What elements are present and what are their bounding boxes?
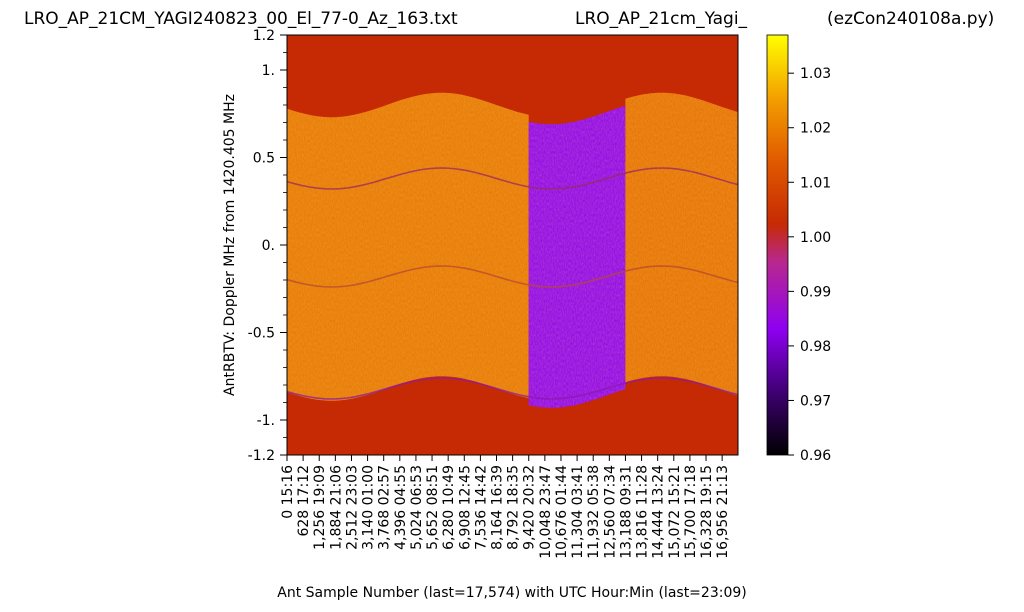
y-tick-label: 1. xyxy=(262,63,275,79)
spectral-line-trace xyxy=(287,265,738,288)
x-tick-label: 15,072 15:21 xyxy=(667,465,683,559)
y-tick-label: -1.2 xyxy=(248,448,275,464)
chart-title-right: (ezCon240108a.py) xyxy=(827,9,994,29)
x-axis: 0 15:16 628 17:12 1,256 19:09 1,884 21:06 2,… xyxy=(280,455,731,559)
spectral-line-trace xyxy=(287,167,738,190)
colorbar-tick-label: 1.01 xyxy=(800,175,831,191)
x-tick-label: 13,816 11:28 xyxy=(635,465,651,559)
x-tick-label: 16,328 19:15 xyxy=(699,465,715,559)
y-axis: 1.2 1. 0.5 0. -0.5 -1. -1.2 xyxy=(248,28,287,464)
y-tick-label: -1. xyxy=(257,413,275,429)
x-tick-label: 7,536 14:42 xyxy=(473,465,489,550)
chart-title-center: LRO_AP_21cm_Yagi_ xyxy=(575,9,748,29)
x-tick-label: 14,444 13:24 xyxy=(651,465,667,559)
x-tick-label: 5,024 06:53 xyxy=(409,465,425,550)
heatmap-texture-left-band xyxy=(287,92,529,401)
y-tick-label: 0.5 xyxy=(253,151,275,167)
x-tick-label: 16,956 21:13 xyxy=(715,465,731,559)
colorbar-axis: 1.03 1.02 1.01 1.00 0.99 0.98 0.97 0.96 xyxy=(788,66,831,464)
colorbar-tick-label: 0.98 xyxy=(800,339,831,355)
x-tick-label: 1,256 19:09 xyxy=(312,465,328,550)
y-tick-label: -0.5 xyxy=(248,326,275,342)
y-tick-label: 0. xyxy=(262,238,275,254)
y-axis-label: AntRBTV: Doppler MHz from 1420.405 MHz xyxy=(222,94,238,396)
colorbar-tick-label: 1.03 xyxy=(800,66,831,82)
x-tick-label: 11,932 05:38 xyxy=(586,465,602,559)
heatmap-texture-right-band xyxy=(625,92,738,396)
x-tick-label: 10,676 01:44 xyxy=(554,465,570,559)
colorbar-tick-label: 0.99 xyxy=(800,284,831,300)
x-axis-label: Ant Sample Number (last=17,574) with UTC… xyxy=(277,585,746,601)
x-tick-label: 13,188 09:31 xyxy=(618,465,634,559)
x-tick-label: 9,420 20:32 xyxy=(522,465,538,550)
x-tick-label: 3,768 02:57 xyxy=(377,465,393,550)
x-tick-label: 8,792 18:35 xyxy=(506,465,522,550)
chart-title-left: LRO_AP_21CM_YAGI240823_00_El_77-0_Az_163… xyxy=(24,9,458,29)
x-tick-label: 3,140 01:00 xyxy=(361,465,377,550)
plot-area xyxy=(287,35,738,455)
colorbar-tick-label: 1.00 xyxy=(800,230,831,246)
x-tick-label: 5,652 08:51 xyxy=(425,465,441,550)
heatmap-texture-low-sample-block xyxy=(528,105,626,408)
colorbar-frame xyxy=(766,34,789,456)
colorbar xyxy=(767,35,788,455)
x-tick-label: 6,908 12:45 xyxy=(457,465,473,550)
x-tick-label: 2,512 23:03 xyxy=(345,465,361,550)
y-tick-label: 1.2 xyxy=(253,28,275,44)
x-tick-label: 1,884 21:06 xyxy=(328,465,344,550)
x-tick-label: 11,304 03:41 xyxy=(570,465,586,559)
colorbar-tick-label: 0.96 xyxy=(800,448,831,464)
x-tick-label: 15,700 17:18 xyxy=(683,465,699,559)
x-tick-label: 12,560 07:34 xyxy=(602,465,618,559)
x-tick-label: 6,280 10:49 xyxy=(441,465,457,550)
x-tick-label: 10,048 23:47 xyxy=(538,465,554,559)
colorbar-tick-label: 0.97 xyxy=(800,393,831,409)
colorbar-tick-label: 1.02 xyxy=(800,121,831,137)
spectral-line-trace xyxy=(287,377,738,400)
x-tick-label: 8,164 16:39 xyxy=(490,465,506,550)
x-tick-label: 0 15:16 xyxy=(280,465,296,519)
x-tick-label: 4,396 04:55 xyxy=(393,465,409,550)
x-tick-label: 628 17:12 xyxy=(296,465,312,537)
